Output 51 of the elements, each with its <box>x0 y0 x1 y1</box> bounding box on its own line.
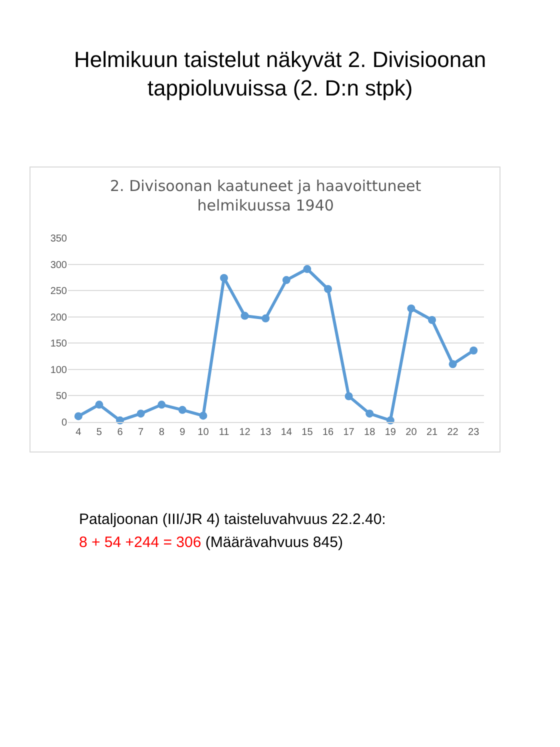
point <box>199 412 208 420</box>
point <box>324 284 332 293</box>
point <box>303 265 312 274</box>
point <box>158 400 166 409</box>
text: (Määrävahvuus 845) <box>205 534 343 551</box>
x-tick-label: 19 <box>384 427 396 438</box>
x-tick-label: 22 <box>447 427 459 438</box>
x-tick-label: 11 <box>218 427 230 438</box>
x-tick-label: 4 <box>76 427 82 438</box>
x-tick-label: 18 <box>364 427 376 438</box>
point <box>220 274 228 282</box>
x-tick-label: 13 <box>260 427 272 438</box>
chart-subtitle: 2. Divisoonan kaatuneet ja haavoittuneet helmikuussa 1940 <box>110 177 422 214</box>
x-tick-label: 23 <box>468 427 480 438</box>
x-tick-label: 10 <box>198 427 210 438</box>
point <box>344 392 353 400</box>
y-tick-label: 250 <box>50 286 68 298</box>
point <box>282 276 290 284</box>
point <box>74 412 82 420</box>
x-tick-label: 5 <box>96 427 102 438</box>
x-tick-label: 12 <box>239 427 251 438</box>
point <box>136 410 145 418</box>
text: 8 + 54 +244 = 306 <box>79 534 202 551</box>
point <box>178 406 186 414</box>
x-tick-label: 15 <box>302 427 314 438</box>
point <box>428 316 436 324</box>
x-tick-label: 8 <box>158 427 165 438</box>
x-tick-label: 20 <box>406 427 418 438</box>
point <box>448 360 457 368</box>
text: Pataljoonan (III/JR 4) taisteluvahvuus 22.2.40: <box>79 511 386 528</box>
y-tick-label: 150 <box>50 338 68 350</box>
x-tick-label: 17 <box>343 427 355 438</box>
y-tick-label: 100 <box>50 364 68 376</box>
x-tick-label: 6 <box>117 427 124 438</box>
point <box>407 304 416 312</box>
x-tick-label: 16 <box>322 427 334 438</box>
point <box>470 346 478 354</box>
point <box>366 410 374 418</box>
x-tick-label: 21 <box>426 427 438 438</box>
point <box>95 400 104 409</box>
x-tick-label: 7 <box>138 427 144 438</box>
x-tick-label: 14 <box>280 427 292 438</box>
y-tick-label: 200 <box>50 312 68 324</box>
x-tick-label: 9 <box>180 427 186 438</box>
y-tick-label: 350 <box>50 234 68 244</box>
chart-title: Helmikuun taistelut näkyvät 2. Divisioonan tappioluvuissa (2. D:n stpk) <box>74 47 486 101</box>
y-tick-label: 300 <box>50 260 68 271</box>
point <box>262 314 270 322</box>
point <box>240 312 249 320</box>
y-tick-label: 0 <box>61 418 68 428</box>
y-tick-label: 50 <box>56 391 68 402</box>
